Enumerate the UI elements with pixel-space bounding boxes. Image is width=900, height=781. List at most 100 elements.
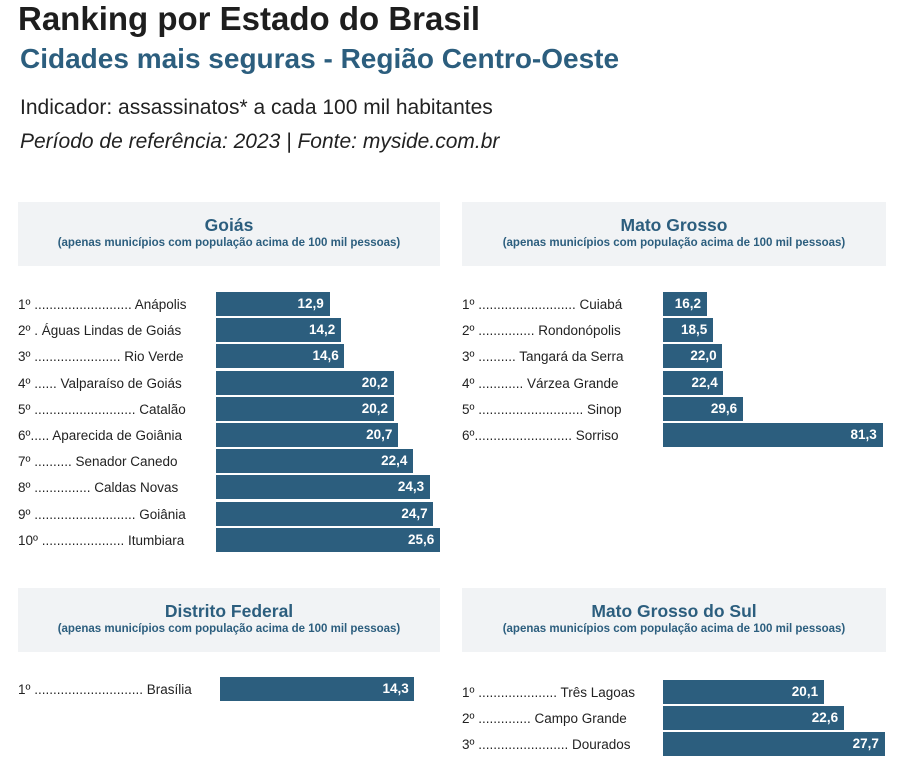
bar: [216, 396, 394, 421]
panel-note: (apenas municípios com população acima d…: [502, 623, 846, 635]
bar-row: 3º ........................ Dourados 27,7: [462, 732, 886, 757]
bar: [663, 370, 724, 395]
category-label: 3º ........................ Dourados: [462, 737, 631, 753]
data-label: 24,7: [401, 505, 428, 521]
bar: [663, 396, 743, 421]
bar-row: 3º ....................... Rio Verde 14,6: [18, 344, 440, 369]
panel-mato-grosso-do-sul: Mato Grosso do Sul (apenas municípios co…: [462, 588, 886, 757]
data-label: 27,7: [852, 736, 879, 752]
panel-header: Mato Grosso do Sul (apenas municípios co…: [462, 588, 886, 652]
panel-note: (apenas municípios com população acima d…: [57, 237, 401, 249]
panel-title: Distrito Federal: [164, 601, 294, 621]
bar-row: 10º ...................... Itumbiara 25,6: [18, 527, 440, 553]
data-label: 18,5: [680, 322, 708, 338]
bar: [216, 318, 341, 343]
data-label: 14,2: [308, 322, 336, 338]
bar: [663, 318, 713, 343]
page-title: Ranking por Estado do Brasil: [18, 0, 481, 37]
data-label: 25,6: [408, 531, 435, 547]
bar-row: 1º .......................... Anápolis 12…: [18, 292, 440, 317]
panel-note: (apenas municípios com população acima d…: [57, 623, 401, 635]
bar: [216, 501, 434, 526]
data-label: 12,9: [297, 296, 324, 311]
panel-header: Mato Grosso (apenas municípios com popul…: [462, 202, 886, 266]
category-label: 8º ............... Caldas Novas: [18, 480, 179, 496]
panel-title: Mato Grosso: [620, 215, 728, 235]
data-label: 14,3: [382, 681, 409, 696]
category-label: 2º . Águas Lindas de Goiás: [18, 323, 182, 339]
bar: [663, 344, 723, 369]
data-label: 20,1: [791, 684, 819, 699]
bar-row: 6º..... Aparecida de Goiânia 20,7: [18, 423, 440, 448]
bar: [663, 680, 824, 704]
category-label: 1º ............................. Brasíli…: [18, 682, 192, 697]
data-label: 20,2: [361, 400, 389, 416]
bar-row: 1º .......................... Cuiabá 16,2: [462, 292, 886, 317]
bar: [216, 475, 430, 500]
data-label: 20,7: [366, 427, 393, 442]
category-label: 4º ...... Valparaíso de Goiás: [18, 375, 182, 391]
bar-row: 9º ........................... Goiânia 24…: [18, 501, 440, 527]
category-label: 5º ............................ Sinop: [462, 401, 622, 417]
bar: [216, 527, 440, 552]
bar: [220, 677, 415, 701]
indicator-text: Indicador: assassinatos* a cada 100 mil …: [20, 96, 493, 119]
category-label: 4º ............ Várzea Grande: [462, 375, 619, 391]
data-label: 16,2: [674, 296, 702, 311]
category-label: 3º .......... Tangará da Serra: [462, 349, 624, 365]
panel-goias: Goiás (apenas municípios com população a…: [18, 202, 440, 552]
bar: [663, 706, 844, 731]
category-label: 1º .......................... Cuiabá: [462, 297, 623, 312]
category-label: 5º ........................... Catalão: [18, 401, 186, 417]
page-subtitle: Cidades mais seguras - Região Centro-Oes…: [20, 43, 620, 74]
panel-distrito-federal: Distrito Federal (apenas municípios com …: [18, 588, 440, 701]
bar-row: 1º ............................. Brasíli…: [18, 677, 440, 702]
category-label: 1º .......................... Anápolis: [18, 297, 187, 312]
bar-row: 6º.......................... Sorriso 81,3: [462, 423, 886, 448]
panel-note: (apenas municípios com população acima d…: [502, 237, 846, 249]
data-label: 22,4: [691, 374, 718, 390]
panel-title: Goiás: [204, 215, 254, 235]
data-label: 22,4: [381, 453, 408, 469]
bar: [216, 370, 394, 395]
category-label: 3º ....................... Rio Verde: [18, 349, 184, 365]
data-label: 20,2: [361, 374, 389, 390]
data-label: 22,0: [690, 348, 717, 364]
data-label: 22,6: [811, 710, 839, 726]
bar: [216, 449, 414, 474]
category-label: 1º ..................... Três Lagoas: [462, 685, 636, 700]
bar-row: 8º ............... Caldas Novas 24,3: [18, 475, 440, 500]
category-label: 9º ........................... Goiânia: [18, 506, 186, 522]
bar-row: 4º ...... Valparaíso de Goiás 20,2: [18, 370, 440, 396]
bar-row: 2º ............... Rondonópolis 18,5: [462, 318, 886, 343]
bar: [663, 423, 883, 447]
bar-row: 7º .......... Senador Canedo 22,4: [18, 449, 440, 474]
bar: [663, 732, 885, 757]
bar-row: 3º .......... Tangará da Serra 22,0: [462, 344, 886, 369]
data-label: 24,3: [397, 479, 425, 495]
data-label: 29,6: [710, 400, 738, 416]
category-label: 7º .......... Senador Canedo: [18, 454, 178, 470]
bar: [216, 292, 330, 316]
category-label: 6º..... Aparecida de Goiânia: [18, 428, 183, 443]
panel-header: Distrito Federal (apenas municípios com …: [18, 588, 440, 652]
bar-row: 2º . Águas Lindas de Goiás 14,2: [18, 318, 440, 343]
bar-row: 5º ............................ Sinop 29,…: [462, 396, 886, 422]
panel-title: Mato Grosso do Sul: [591, 601, 757, 621]
category-label: 2º ............... Rondonópolis: [462, 323, 621, 339]
bar-row: 2º .............. Campo Grande 22,6: [462, 706, 886, 731]
bar: [216, 344, 345, 369]
panel-mato-grosso: Mato Grosso (apenas municípios com popul…: [462, 202, 886, 447]
bar-row: 1º ..................... Três Lagoas 20,1: [462, 680, 886, 705]
bar-row: 5º ........................... Catalão 20…: [18, 396, 440, 422]
bar: [663, 292, 707, 316]
category-label: 6º.......................... Sorriso: [462, 428, 619, 443]
bar-row: 4º ............ Várzea Grande 22,4: [462, 370, 886, 396]
category-label: 10º ...................... Itumbiara: [18, 532, 185, 548]
panel-header: Goiás (apenas municípios com população a…: [18, 202, 440, 266]
bar: [216, 423, 399, 447]
category-label: 2º .............. Campo Grande: [462, 711, 627, 727]
period-source-text: Período de referência: 2023 | Fonte: mys…: [20, 130, 500, 153]
data-label: 14,6: [312, 348, 339, 364]
data-label: 81,3: [850, 427, 877, 442]
